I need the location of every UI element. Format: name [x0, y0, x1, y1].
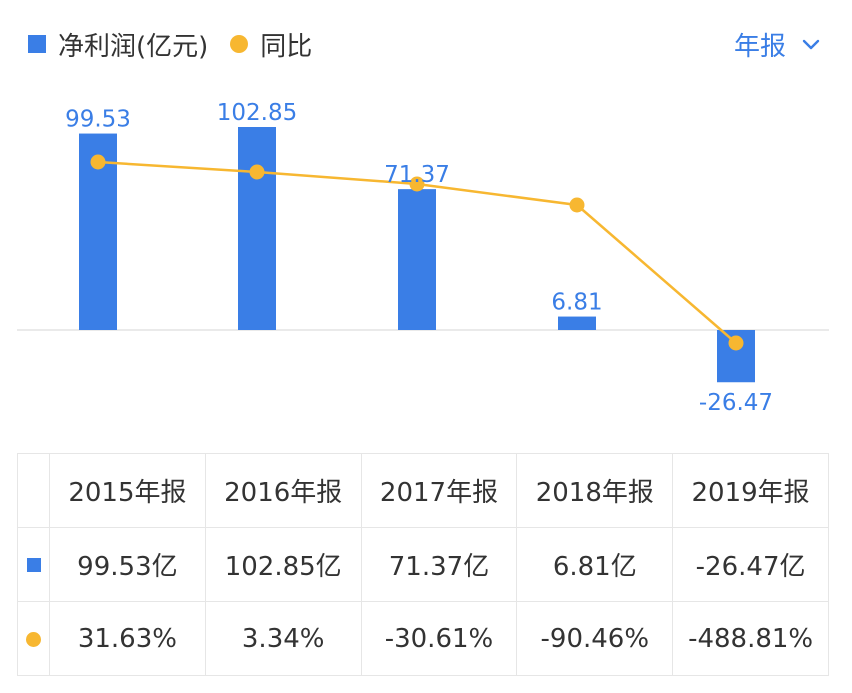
table-header-row: 2015年报 2016年报 2017年报 2018年报 2019年报 — [17, 453, 829, 528]
bar-value-label: -26.47 — [699, 390, 773, 416]
table-cell-yoy: -30.61% — [360, 601, 518, 676]
profit-row-marker — [26, 558, 41, 572]
legend-bar-marker — [28, 35, 46, 53]
profit-row-marker-cell — [17, 527, 50, 602]
table-cell-profit: 102.85亿 — [204, 527, 362, 602]
yoy-point-2019年报 — [728, 335, 744, 351]
yoy-point-2017年报 — [409, 176, 425, 192]
bar-value-label: 71.37 — [384, 162, 450, 188]
table-cell-yoy: -488.81% — [672, 601, 829, 676]
table-cell-profit: 6.81亿 — [516, 527, 674, 602]
bar-value-label: 99.53 — [65, 107, 131, 133]
table-header-cell: 2019年报 — [672, 453, 829, 528]
legend-line-label: 同比 — [260, 31, 313, 62]
table-cell-profit: 99.53亿 — [49, 527, 206, 602]
table-header-cell: 2016年报 — [204, 453, 362, 528]
period-selector[interactable]: 年报 — [734, 26, 822, 62]
table-row-profit: 99.53亿 102.85亿 71.37亿 6.81亿 -26.47亿 — [17, 527, 829, 602]
table-header-cell: 2015年报 — [49, 453, 206, 528]
table-cell-profit: -26.47亿 — [672, 527, 829, 602]
legend-line-marker — [230, 35, 249, 53]
chart-legend: 净利润(亿元) 同比 — [28, 26, 312, 62]
bar-2018年报 — [558, 316, 596, 330]
bar-2017年报 — [398, 189, 436, 330]
data-table: 2015年报 2016年报 2017年报 2018年报 2019年报 99.53… — [17, 453, 829, 676]
profit-chart: 99.53 102.85 71.37 6.81 -26.47 — [17, 100, 829, 416]
bar-2016年报 — [238, 127, 276, 330]
table-row-yoy: 31.63% 3.34% -30.61% -90.46% -488.81% — [17, 601, 829, 676]
table-header-cell: 2017年报 — [360, 453, 518, 528]
table-cell-yoy: 31.63% — [49, 601, 206, 676]
table-cell-profit: 71.37亿 — [360, 527, 518, 602]
table-header-cell: 2018年报 — [516, 453, 674, 528]
chevron-down-icon — [802, 39, 820, 50]
table-cell-yoy: 3.34% — [204, 601, 362, 676]
table-corner-cell — [17, 453, 50, 528]
yoy-point-2018年报 — [569, 197, 585, 213]
yoy-row-marker — [26, 631, 41, 647]
yoy-point-2016年报 — [249, 164, 265, 180]
yoy-line-series — [90, 154, 744, 351]
bar-value-labels: 99.53 102.85 71.37 6.81 -26.47 — [65, 100, 773, 416]
bar-value-label: 102.85 — [217, 100, 297, 126]
period-selector-label: 年报 — [733, 31, 786, 62]
yoy-point-2015年报 — [90, 154, 106, 170]
yoy-row-marker-cell — [17, 601, 50, 676]
bar-value-label: 6.81 — [551, 290, 602, 316]
legend-bar-label: 净利润(亿元) — [58, 31, 209, 62]
table-cell-yoy: -90.46% — [516, 601, 674, 676]
